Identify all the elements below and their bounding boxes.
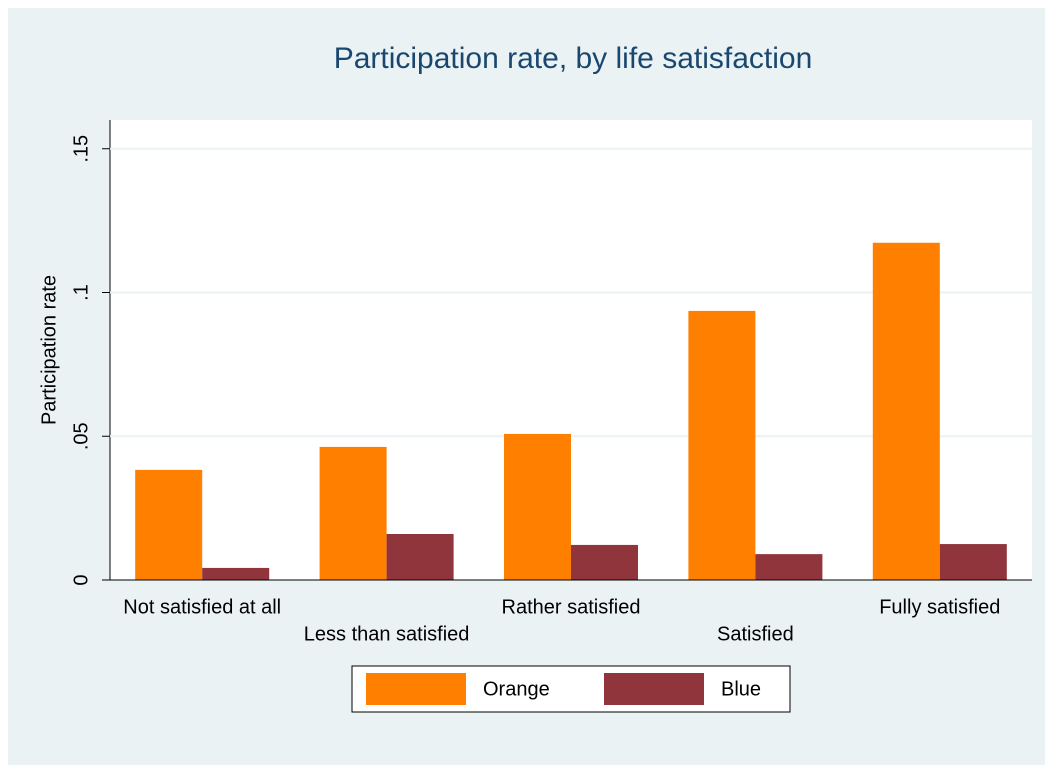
bar	[872, 242, 940, 580]
x-tick-label: Satisfied	[717, 623, 794, 645]
x-tick-label: Fully satisfied	[879, 596, 1000, 618]
x-tick-label: Less than satisfied	[304, 623, 470, 645]
legend-label: Orange	[483, 678, 550, 700]
x-tick-label: Not satisfied at all	[123, 596, 281, 618]
bar	[202, 567, 270, 580]
legend-swatch	[604, 673, 704, 705]
bar	[319, 446, 387, 580]
x-tick-label: Rather satisfied	[502, 596, 641, 618]
y-axis-label: Participation rate	[38, 275, 60, 425]
bar	[135, 469, 203, 580]
bar	[386, 534, 454, 580]
legend-label: Blue	[721, 678, 761, 700]
bar	[688, 310, 756, 580]
y-tick-label: .1	[70, 284, 92, 301]
chart-title: Participation rate, by life satisfaction	[334, 42, 813, 75]
bar	[755, 554, 823, 580]
y-tick-label: .05	[70, 422, 92, 450]
y-tick-label: .15	[70, 135, 92, 163]
bar	[939, 544, 1007, 580]
legend-swatch	[366, 673, 466, 705]
y-tick-label: 0	[70, 574, 92, 585]
bar	[571, 544, 638, 580]
bar	[504, 433, 571, 580]
